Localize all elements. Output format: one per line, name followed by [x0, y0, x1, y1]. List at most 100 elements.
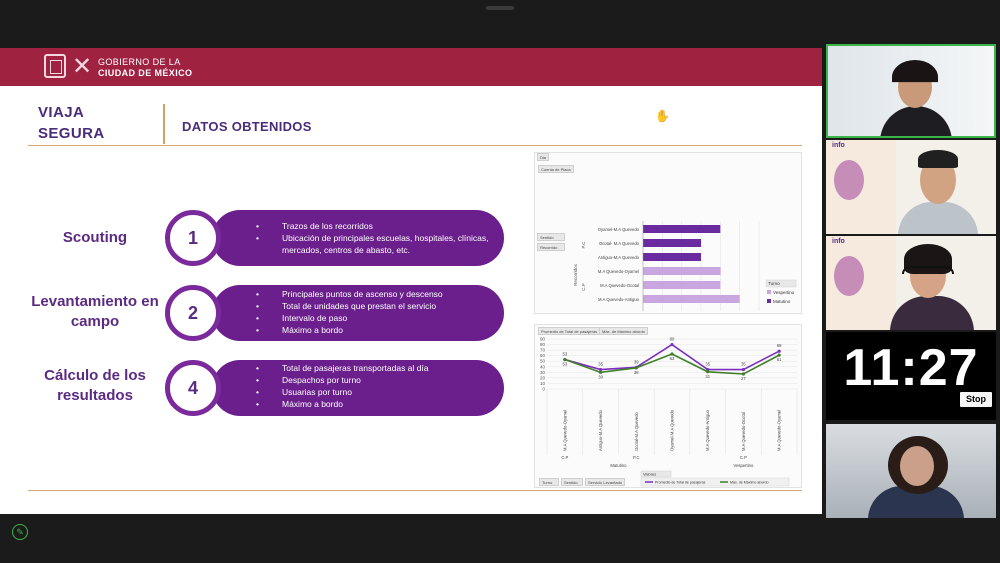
cdmx-logo-icon: ✕	[72, 52, 93, 80]
data-point	[741, 367, 746, 372]
legend-entry: Máx. de Máximo abordo	[730, 481, 769, 485]
bullet-item: Ubicación de principales escuelas, hospi…	[256, 232, 496, 256]
data-label: 53	[563, 362, 568, 367]
step-bullets-2: Principales puntos de ascenso y descenso…	[256, 288, 496, 336]
poster-illustration	[834, 160, 864, 200]
data-label: 53	[563, 352, 568, 357]
group-label: P.C	[633, 455, 639, 460]
bullet-item: Total de pasajeras transportadas al día	[256, 362, 496, 374]
bullet-item: Total de unidades que prestan el servici…	[256, 300, 496, 312]
category-label: M.A Quevedo-Ocotal	[741, 412, 746, 451]
data-label: 80	[670, 337, 675, 342]
group-label: Matutino	[610, 463, 627, 468]
event-poster: info	[826, 140, 896, 234]
government-banner: ✕ GOBIERNO DE LA CIUDAD DE MÉXICO	[0, 48, 822, 86]
data-point	[741, 372, 746, 376]
y-tick-label: 10	[540, 381, 546, 386]
info-badge: info	[832, 238, 845, 245]
data-label: 30	[598, 374, 603, 379]
legend-title: Turno	[768, 281, 780, 286]
y-tick-label: 30	[540, 370, 546, 375]
drag-handle[interactable]	[486, 6, 514, 10]
legend-swatch	[767, 299, 771, 303]
participant-tile-5[interactable]	[826, 424, 996, 518]
participant-hair	[892, 60, 938, 83]
row-field-chip-sentido[interactable]: Sentido	[537, 233, 565, 241]
legend-title-chip	[765, 279, 797, 288]
data-point	[777, 353, 781, 357]
data-point	[563, 357, 567, 362]
data-point	[634, 366, 638, 370]
participant-tile-2[interactable]: info	[826, 140, 996, 234]
y-tick-label: 70	[540, 348, 546, 353]
data-label: 27	[741, 376, 746, 381]
bullet-item: Usuarias por turno	[256, 386, 496, 398]
y-tick-label: 60	[540, 353, 546, 358]
participant-face	[900, 446, 934, 486]
data-label: 35	[741, 362, 746, 367]
bullet-item: Máximo a bordo	[256, 398, 496, 410]
data-label: 39	[634, 359, 639, 364]
bullet-item: Intervalo de paso	[256, 312, 496, 324]
value-field-chip-maximo[interactable]: Máx. de Máximo abordo	[599, 327, 648, 335]
filter-chip-dia[interactable]: Dia	[537, 153, 550, 161]
stop-button[interactable]: Stop	[960, 392, 992, 407]
axis-field-chip-servicio[interactable]: Servicio Levantado	[585, 478, 625, 486]
headset-icon	[902, 266, 954, 274]
bar-matutino	[643, 239, 701, 247]
category-label: Oyamel-M.A Quevedo	[670, 409, 675, 451]
step-title-calculo: Cálculo de los resultados	[44, 367, 146, 404]
category-label: M.A Quevedo-Oyamel	[777, 410, 782, 451]
category-label: Ocotal-M.A Quevedo	[634, 411, 639, 451]
legend-title-chip	[640, 470, 672, 478]
y-tick-label: 0	[542, 387, 545, 392]
group-label: C.P	[581, 283, 586, 291]
category-label: M.A Quevedo-Antiguo	[598, 297, 640, 302]
timer-tile: 11:27 Stop	[826, 332, 996, 420]
data-point	[598, 367, 603, 372]
participant-hair	[918, 150, 958, 168]
bar-vespertino	[643, 267, 721, 275]
category-label: M.A Quevedo-Oyamel	[562, 410, 567, 451]
y-tick-label: 50	[540, 359, 546, 364]
pivot-line-chart: Promedio de Total de pasajeras Máx. de M…	[534, 324, 802, 488]
info-badge: info	[832, 142, 845, 149]
axis-field-chip-turno[interactable]: Turno	[539, 478, 559, 486]
clock-display: 11:27	[843, 339, 979, 397]
category-label: Ocotal- M.A Quevedo	[599, 241, 640, 246]
axis-field-chip-sentido[interactable]: Sentido	[561, 478, 583, 486]
participant-tile-1[interactable]	[826, 44, 996, 138]
step-title-scouting: Scouting	[62, 229, 128, 246]
data-point	[706, 370, 710, 374]
value-field-chip[interactable]: Cuenta de Placa	[538, 165, 574, 173]
data-label: 63	[670, 356, 675, 361]
data-label: 35	[598, 362, 603, 367]
poster-illustration	[834, 256, 864, 296]
bar-chart-canvas: 0123456Total de despachos por turnoOyame…	[573, 221, 797, 311]
step-number-circle-2: 2	[165, 285, 221, 341]
hand-cursor-icon: ✋	[655, 109, 670, 123]
data-label: 35	[705, 362, 710, 367]
shared-slide: ✕ GOBIERNO DE LA CIUDAD DE MÉXICO VIAJA …	[0, 48, 822, 514]
legend-box	[640, 477, 790, 487]
step-bullets-3: Total de pasajeras transportadas al día …	[256, 362, 496, 410]
section-title: DATOS OBTENIDOS	[182, 119, 312, 134]
step-number: 4	[187, 378, 198, 398]
coat-of-arms-icon	[44, 54, 66, 78]
row-field-chip-recorrido[interactable]: Recorrido	[537, 243, 565, 251]
group-label: Vespertino	[734, 463, 754, 468]
data-label: 61	[777, 357, 782, 362]
category-label: Antiguo-M.A Quevedo	[598, 255, 640, 260]
participant-tile-3[interactable]: info	[826, 236, 996, 330]
data-label: 68	[777, 343, 782, 348]
brand-line-2: SEGURA	[38, 125, 105, 142]
bullet-item: Principales puntos de ascenso y descenso	[256, 288, 496, 300]
annotate-pen-icon[interactable]: ✎	[12, 524, 28, 540]
bullet-item: Máximo a bordo	[256, 324, 496, 336]
legend-entry: Matutino	[773, 299, 791, 304]
step-title-levantamiento: Levantamiento en campo	[31, 293, 159, 330]
y-tick-label: 40	[540, 364, 546, 369]
step-bullets-1: Trazos de los recorridos Ubicación de pr…	[256, 220, 496, 256]
y-tick-label: 80	[540, 342, 546, 347]
gov-line-1: GOBIERNO DE LA	[98, 57, 181, 67]
